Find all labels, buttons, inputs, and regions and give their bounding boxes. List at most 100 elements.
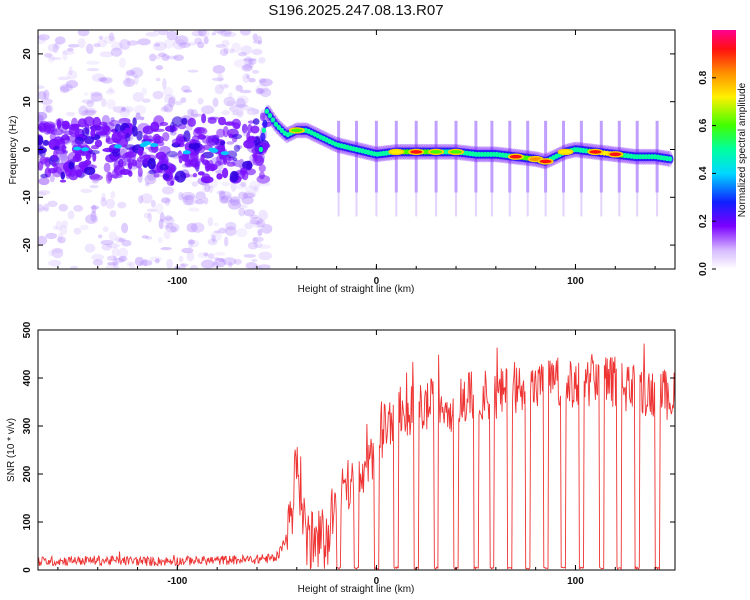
noise-blob xyxy=(143,258,148,267)
noise-band-blob xyxy=(81,127,90,137)
noise-blob xyxy=(149,53,157,62)
colorbar: 0.0 0.2 0.4 0.6 0.8 Normalized spectral ampl… xyxy=(698,30,748,276)
noise-blob xyxy=(252,221,264,229)
noise-band-blob xyxy=(194,160,201,168)
noise-blob xyxy=(57,233,63,243)
noise-blob xyxy=(174,100,183,106)
spectral-spike-tail xyxy=(618,192,621,217)
noise-blob xyxy=(187,69,199,73)
noise-blob xyxy=(52,225,58,230)
noise-blob xyxy=(163,38,175,49)
noise-blob xyxy=(143,212,150,219)
noise-blob xyxy=(68,66,73,76)
noise-blob xyxy=(57,76,70,81)
noise-blob xyxy=(229,196,241,207)
noise-blob xyxy=(140,193,153,204)
noise-blob xyxy=(203,36,209,45)
noise-blob xyxy=(66,70,78,80)
noise-blob xyxy=(38,85,45,89)
noise-blob xyxy=(46,104,54,114)
noise-blob xyxy=(175,35,189,46)
noise-blob xyxy=(163,103,174,113)
colorbar-tick-label: 0.0 xyxy=(698,262,709,276)
noise-blob xyxy=(43,203,50,212)
noise-blob xyxy=(62,49,68,61)
noise-blob xyxy=(49,174,55,183)
noise-blob xyxy=(132,92,144,102)
noise-blob xyxy=(121,106,134,113)
noise-blob xyxy=(159,212,165,223)
noise-band-blob xyxy=(183,130,191,143)
noise-blob xyxy=(165,222,180,233)
snr-series-line xyxy=(38,343,675,570)
spectral-spike-tail xyxy=(562,192,565,217)
noise-blob xyxy=(195,191,206,201)
noise-band-blob xyxy=(187,117,196,127)
noise-blob xyxy=(236,107,244,118)
noise-blob xyxy=(102,226,109,233)
track-core xyxy=(260,132,266,142)
spectral-spike-tail xyxy=(544,192,547,217)
spectral-spike-tail xyxy=(455,192,457,217)
noise-blob xyxy=(238,204,248,209)
track-mid xyxy=(267,113,273,119)
noise-blob xyxy=(38,190,51,195)
noise-band-blob xyxy=(105,137,115,145)
noise-blob xyxy=(198,30,210,38)
noise-blob xyxy=(91,204,97,214)
noise-speck xyxy=(113,144,122,149)
noise-speck xyxy=(73,146,82,151)
noise-blob xyxy=(73,205,84,212)
noise-band-blob xyxy=(204,160,211,172)
y-tick-label: 300 xyxy=(22,417,33,434)
noise-blob xyxy=(168,96,176,108)
noise-blob xyxy=(40,98,53,105)
noise-blob xyxy=(259,112,266,122)
noise-blob xyxy=(163,94,177,105)
noise-blob xyxy=(38,35,46,45)
noise-blob xyxy=(161,186,175,195)
noise-band-blob xyxy=(206,135,218,147)
noise-blob xyxy=(231,110,243,116)
noise-blob xyxy=(253,185,259,193)
track-mid xyxy=(273,121,279,127)
noise-band-blob xyxy=(55,162,67,175)
noise-band-blob xyxy=(38,161,44,171)
noise-blob xyxy=(100,239,114,246)
noise-blob xyxy=(141,235,149,239)
noise-blob xyxy=(260,88,272,98)
noise-blob xyxy=(139,259,153,266)
noise-band-blob xyxy=(188,142,201,150)
noise-blob xyxy=(162,216,175,225)
noise-blob xyxy=(228,261,233,268)
noise-blob xyxy=(247,58,257,65)
noise-blob xyxy=(166,30,178,41)
noise-blob xyxy=(249,180,261,191)
noise-blob xyxy=(233,258,242,265)
noise-blob xyxy=(134,104,146,115)
noise-blob xyxy=(202,181,207,193)
noise-blob xyxy=(119,39,131,50)
noise-blob xyxy=(77,38,86,49)
spectral-spike xyxy=(337,120,341,193)
noise-blob xyxy=(163,230,171,240)
noise-blob xyxy=(241,123,248,134)
noise-band-blob xyxy=(102,123,108,131)
noise-blob xyxy=(115,236,123,244)
noise-blob xyxy=(218,190,226,200)
noise-band-blob xyxy=(121,160,127,167)
noise-blob xyxy=(145,31,159,37)
y-tick-label: 400 xyxy=(22,369,33,386)
noise-band-blob xyxy=(55,118,64,127)
noise-band-blob xyxy=(200,154,205,163)
noise-blob xyxy=(247,241,259,250)
track-hotspot-core xyxy=(290,128,303,133)
noise-blob xyxy=(258,182,271,187)
noise-blob xyxy=(154,43,161,47)
spectral-spike-tail xyxy=(375,192,378,217)
noise-blob xyxy=(54,42,61,49)
noise-blob xyxy=(219,257,225,263)
noise-blob xyxy=(197,41,205,49)
noise-speck xyxy=(182,150,191,155)
noise-blob xyxy=(249,216,263,225)
